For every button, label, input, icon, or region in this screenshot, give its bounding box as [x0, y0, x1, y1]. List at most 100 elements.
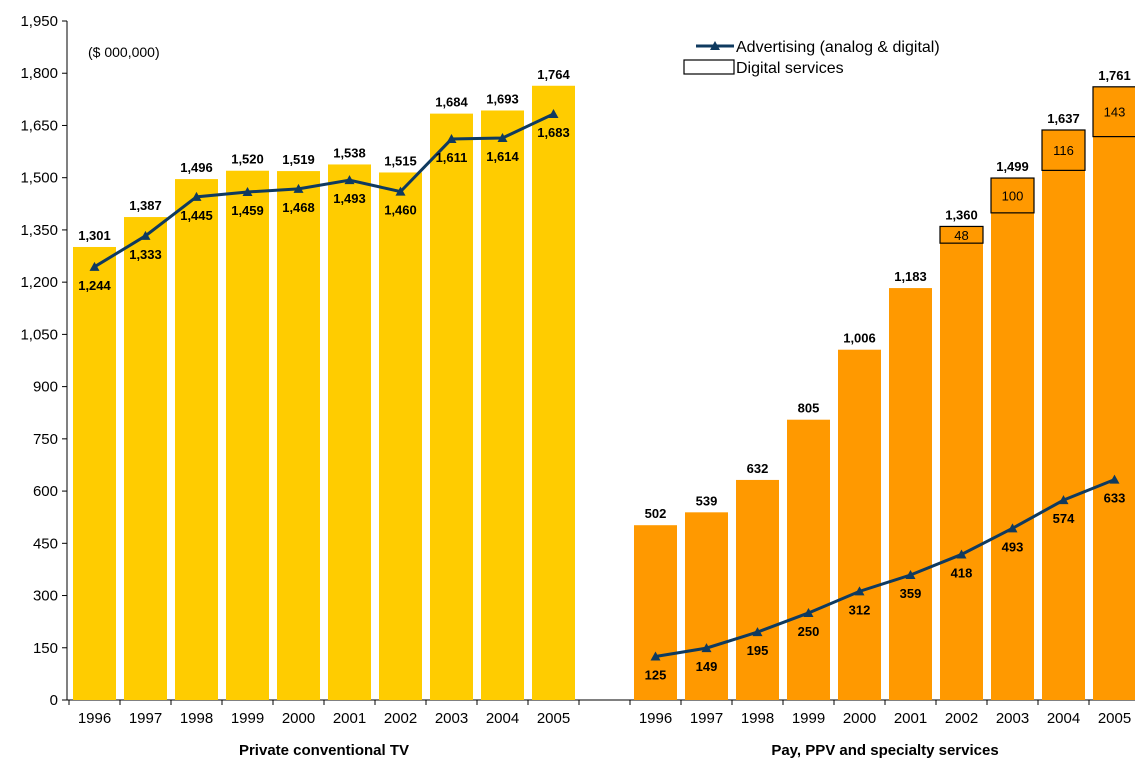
y-tick-label: 1,950	[20, 13, 58, 30]
data-labels: 1,301 1,244 1,387 1,333 1,496 1,445 1,520 1,459…	[78, 67, 1131, 683]
legend-box-swatch	[683, 59, 735, 75]
y-tick-label: 0	[50, 692, 58, 709]
advertising-marker	[191, 191, 202, 201]
legend: Advertising (analog & digital) Digital s…	[677, 30, 977, 80]
legend-digital-label: Digital services	[736, 60, 844, 77]
advertising-label: 195	[747, 643, 769, 658]
advertising-marker	[1007, 523, 1018, 533]
bar	[379, 172, 422, 700]
advertising-label: 149	[696, 659, 718, 674]
digital-label: 48	[954, 228, 968, 243]
bar	[1042, 129, 1085, 700]
advertising-label: 633	[1104, 491, 1126, 506]
advertising-label: 359	[900, 586, 922, 601]
advertising-label: 1,333	[129, 247, 162, 262]
total-label: 1,538	[333, 145, 366, 160]
advertising-marker	[395, 186, 406, 196]
bar	[328, 164, 371, 700]
advertising-label: 1,614	[486, 149, 519, 164]
y-tick-label: 300	[33, 588, 58, 605]
total-label: 1,637	[1047, 111, 1080, 126]
advertising-marker	[956, 549, 967, 559]
advertising-label: 574	[1053, 511, 1075, 526]
bar	[787, 419, 830, 700]
y-tick-label: 750	[33, 431, 58, 448]
bar	[838, 349, 881, 700]
advertising-label: 1,468	[282, 200, 315, 215]
advertising-marker	[242, 186, 253, 196]
x-tick-label: 2003	[996, 710, 1029, 727]
total-label: 1,183	[894, 269, 927, 284]
bar	[124, 217, 167, 700]
total-label: 1,006	[843, 331, 876, 346]
digital-label: 116	[1053, 143, 1074, 158]
advertising-marker	[650, 651, 661, 661]
advertising-marker	[548, 108, 559, 118]
x-tick-label: 2001	[894, 710, 927, 727]
x-tick-label: 1998	[180, 710, 213, 727]
advertising-marker	[293, 183, 304, 193]
x-tick-label: 2005	[537, 710, 570, 727]
legend-line-marker	[710, 41, 720, 50]
digital-boxes	[939, 86, 1135, 244]
y-tick-label: 450	[33, 535, 58, 552]
bar	[991, 178, 1034, 700]
digital-box	[1092, 86, 1135, 138]
bar	[226, 170, 269, 700]
bar	[175, 179, 218, 700]
advertising-marker	[905, 569, 916, 579]
advertising-label: 1,683	[537, 125, 570, 140]
bars	[73, 85, 1135, 701]
total-label: 1,496	[180, 160, 213, 175]
advertising-label: 1,611	[436, 150, 468, 165]
total-label: 805	[798, 401, 820, 416]
total-label: 1,764	[537, 67, 570, 82]
bar	[532, 85, 575, 700]
advertising-line	[655, 478, 1116, 658]
y-tick-label: 1,500	[20, 170, 58, 187]
unit-label: ($ 000,000)	[88, 44, 160, 60]
advertising-label: 1,460	[384, 203, 417, 218]
y-tick-label: 1,800	[20, 65, 58, 82]
x-tick-label: 1997	[129, 710, 162, 727]
total-label: 1,515	[384, 153, 417, 168]
digital-label: 100	[1002, 188, 1024, 203]
advertising-marker	[89, 261, 100, 271]
x-tick-label: 1999	[231, 710, 264, 727]
bar	[73, 246, 116, 701]
x-tick-label: 2002	[384, 710, 417, 727]
digital-box	[939, 225, 984, 244]
advertising-label: 493	[1002, 539, 1024, 554]
x-tick-label: 2004	[1047, 710, 1080, 727]
total-label: 1,519	[282, 152, 315, 167]
x-tick-label: 2005	[1098, 710, 1131, 727]
total-label: 539	[696, 493, 718, 508]
advertising-marker	[446, 134, 457, 144]
total-label: 1,387	[129, 198, 162, 213]
total-label: 1,499	[996, 159, 1029, 174]
bar	[277, 171, 320, 700]
x-tick-label: 1996	[78, 710, 111, 727]
x-tick-label: 1999	[792, 710, 825, 727]
y-tick-label: 1,200	[20, 274, 58, 291]
bar	[736, 479, 779, 700]
digital-box	[1041, 129, 1086, 171]
y-tick-label: 900	[33, 379, 58, 396]
group-label: Private conventional TV	[239, 742, 409, 759]
bar	[1093, 86, 1135, 700]
y-tick-label: 1,650	[20, 117, 58, 134]
advertising-lines	[89, 108, 1120, 661]
total-label: 1,761	[1098, 68, 1131, 83]
x-tick-label: 2000	[843, 710, 876, 727]
advertising-label: 418	[951, 565, 973, 580]
advertising-marker	[140, 230, 151, 240]
bar	[430, 113, 473, 701]
advertising-marker	[701, 643, 712, 653]
x-tick-label: 1996	[639, 710, 672, 727]
total-label: 1,301	[78, 228, 111, 243]
legend-advertising-label: Advertising (analog & digital)	[736, 39, 940, 56]
x-tick-label: 2000	[282, 710, 315, 727]
advertising-marker	[497, 132, 508, 142]
advertising-marker	[344, 175, 355, 185]
digital-label: 143	[1104, 105, 1126, 120]
